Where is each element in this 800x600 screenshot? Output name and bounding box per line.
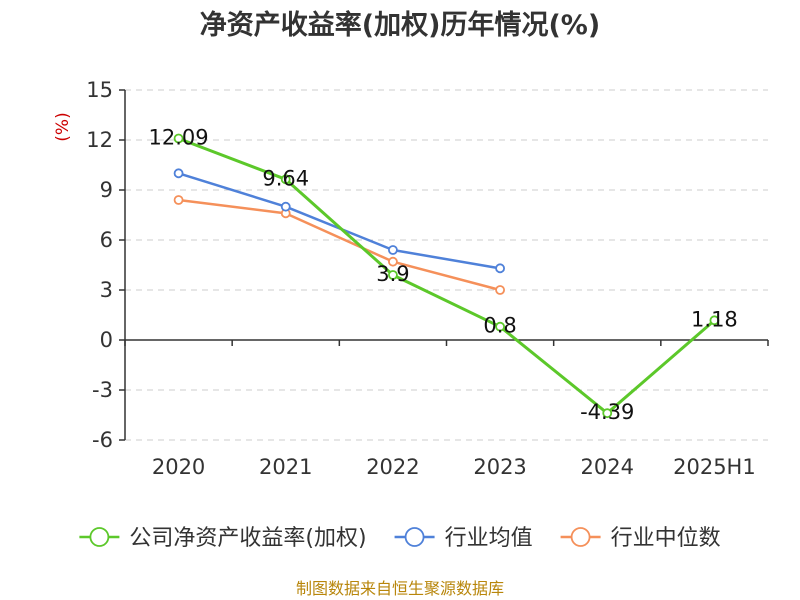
data-labels: 12.09 9.64 3.9 0.8 -4.39 1.18 — [149, 126, 738, 425]
y-tick-label--6: -6 — [92, 428, 113, 452]
legend: 公司净资产收益率(加权) 行业均值 行业中位数 — [79, 526, 721, 551]
data-label-2025h1: 1.18 — [691, 307, 738, 331]
data-label-2024: -4.39 — [580, 400, 634, 424]
series-1-point-2021 — [280, 201, 291, 212]
data-label-2021: 9.64 — [262, 166, 309, 190]
axes: 15 12 9 6 3 0 -3 -6 2020 2021 2022 2023 2024 2025H1 — [86, 78, 769, 479]
x-tick-label-2023: 2023 — [473, 455, 526, 479]
series-0-line — [178, 137, 716, 415]
series-2-point-2020 — [173, 195, 184, 205]
series-1-point-2022 — [388, 245, 398, 255]
legend-marker-1 — [404, 527, 425, 547]
series-2-point-2023 — [495, 285, 505, 295]
x-tick-label-2024: 2024 — [581, 455, 634, 479]
series-0-point-2025h1 — [709, 315, 720, 326]
series-1 — [173, 168, 505, 274]
y-tick-label-12: 12 — [86, 128, 113, 152]
series-0-point-2024 — [602, 408, 613, 419]
series-0-point-2020 — [173, 133, 184, 144]
series-1-line — [178, 172, 501, 270]
y-tick-label--3: -3 — [92, 378, 113, 402]
series-0-point-2021 — [280, 174, 291, 185]
y-axis-unit-label: (%) — [53, 112, 73, 141]
x-tick-label-2021: 2021 — [259, 455, 312, 479]
series-2-line — [178, 198, 501, 292]
y-tick-label-6: 6 — [100, 228, 113, 252]
legend-item-1[interactable]: 行业均值 — [394, 526, 533, 551]
series-1-point-2023 — [495, 263, 505, 274]
chart-title: 净资产收益率(加权)历年情况(%) — [200, 9, 600, 41]
legend-marker-2 — [570, 527, 591, 547]
data-label-2020: 12.09 — [149, 126, 209, 150]
y-tick-label-9: 9 — [100, 178, 113, 202]
series-lines — [173, 133, 720, 419]
grid-lines — [125, 89, 768, 441]
y-tick-label-3: 3 — [100, 278, 113, 302]
legend-item-2[interactable]: 行业中位数 — [560, 526, 721, 551]
series-0 — [173, 133, 720, 419]
series-1-point-2020 — [173, 168, 184, 179]
data-label-2022: 3.9 — [376, 262, 409, 286]
legend-label-1: 行业均值 — [445, 526, 533, 551]
legend-marker-0 — [89, 527, 110, 547]
y-tick-label-15: 15 — [86, 78, 113, 102]
x-tick-label-2025h1: 2025H1 — [673, 455, 756, 479]
legend-label-2: 行业中位数 — [611, 526, 721, 551]
series-2-point-2022 — [388, 256, 398, 267]
series-0-point-2022 — [388, 270, 398, 280]
legend-label-0: 公司净资产收益率(加权) — [129, 526, 366, 551]
source-note: 制图数据来自恒生聚源数据库 — [296, 579, 504, 598]
legend-item-0[interactable]: 公司净资产收益率(加权) — [79, 526, 367, 551]
x-tick-label-2022: 2022 — [366, 455, 419, 479]
y-tick-label-0: 0 — [100, 328, 113, 352]
series-2 — [173, 195, 505, 295]
x-tick-label-2020: 2020 — [152, 455, 205, 479]
series-0-point-2023 — [495, 321, 505, 332]
data-label-2023: 0.8 — [483, 314, 516, 338]
